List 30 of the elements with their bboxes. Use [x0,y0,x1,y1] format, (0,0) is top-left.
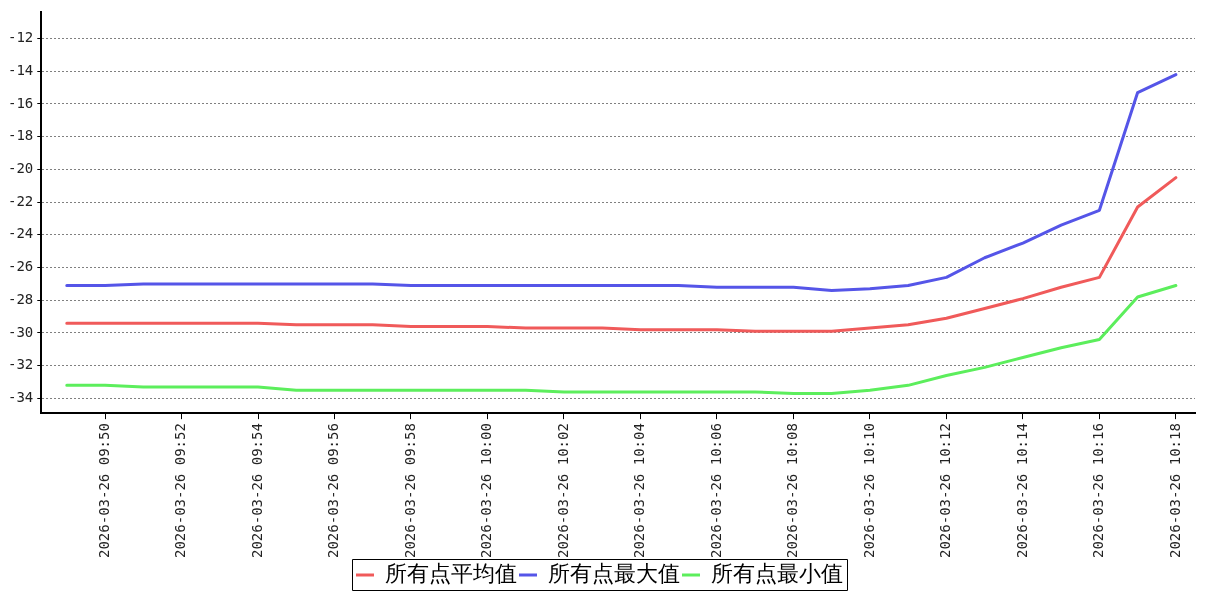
y-tick-label: -32 [7,356,34,373]
x-tick-label: 2026-03-26 09:56 [325,423,342,558]
x-tick-label: 2026-03-26 10:14 [1013,423,1030,558]
x-tick-label: 2026-03-26 09:54 [248,423,265,558]
y-tick-label: -12 [7,29,34,46]
y-tick-label: -20 [7,160,34,177]
y-tick-label: -24 [7,225,34,242]
legend-label: 所有点平均值 [385,560,517,586]
y-tick-label: -14 [7,61,34,78]
x-tick-label: 2026-03-26 10:10 [860,423,877,558]
x-tick-label: 2026-03-26 10:16 [1090,423,1107,558]
x-tick-label: 2026-03-26 09:50 [95,423,112,558]
y-tick-label: -34 [7,389,34,406]
legend-label: 所有点最大值 [548,560,680,586]
x-tick-label: 2026-03-26 09:58 [401,423,418,558]
x-tick-label: 2026-03-26 09:52 [172,423,189,558]
x-tick-label: 2026-03-26 10:02 [554,423,571,558]
y-tick-label: -22 [7,192,34,209]
x-tick-label: 2026-03-26 10:08 [784,423,801,558]
y-tick-label: -16 [7,94,34,111]
x-tick-label: 2026-03-26 10:06 [707,423,724,558]
y-tick-label: -18 [7,127,34,144]
y-tick-label: -26 [7,258,34,275]
x-tick-label: 2026-03-26 10:18 [1166,423,1183,558]
y-tick-label: -30 [7,323,34,340]
x-tick-label: 2026-03-26 10:04 [631,423,648,558]
y-tick-label: -28 [7,290,34,307]
x-tick-label: 2026-03-26 10:00 [478,423,495,558]
x-tick-label: 2026-03-26 10:12 [937,423,954,558]
legend-label: 所有点最小值 [711,560,843,586]
